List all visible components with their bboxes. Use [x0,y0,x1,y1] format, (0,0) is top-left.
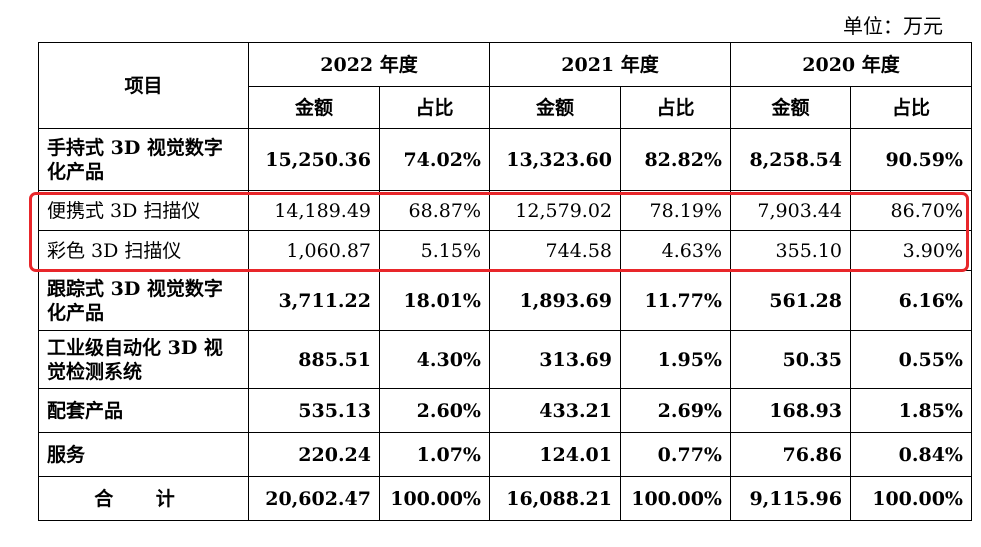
header-amount: 金额 [248,86,380,129]
cell-ratio: 5.15% [379,230,490,271]
cell-amount: 16,088.21 [489,476,621,521]
cell-amount: 3,711.22 [248,270,380,331]
cell-amount: 313.69 [489,330,621,389]
cell-amount: 20,602.47 [248,476,380,521]
cell-amount: 9,115.96 [730,476,851,521]
cell-amount: 8,258.54 [730,128,851,191]
cell-ratio: 3.90% [850,230,972,271]
cell-amount: 1,060.87 [248,230,380,271]
unit-label: 单位：万元 [843,14,943,38]
cell-ratio: 18.01% [379,270,490,331]
table-row: 手持式 3D 视觉数字化产品 15,250.36 74.02% 13,323.6… [38,128,972,191]
table-row: 便携式 3D 扫描仪 14,189.49 68.87% 12,579.02 78… [38,190,972,231]
cell-amount: 124.01 [489,432,621,477]
revenue-table: 项目 2022 年度 2021 年度 2020 年度 金额 占比 金额 占比 金… [38,42,972,521]
table-row: 彩色 3D 扫描仪 1,060.87 5.15% 744.58 4.63% 35… [38,230,972,271]
row-label: 配套产品 [38,388,249,433]
total-row: 合 计 20,602.47 100.00% 16,088.21 100.00% … [38,476,972,521]
cell-ratio: 6.16% [850,270,972,331]
cell-ratio: 86.70% [850,190,972,231]
cell-ratio: 68.87% [379,190,490,231]
cell-ratio: 11.77% [620,270,731,331]
cell-ratio: 0.55% [850,330,972,389]
cell-amount: 355.10 [730,230,851,271]
cell-amount: 50.35 [730,330,851,389]
cell-ratio: 78.19% [620,190,731,231]
row-label: 工业级自动化 3D 视觉检测系统 [38,330,249,389]
cell-amount: 13,323.60 [489,128,621,191]
header-year-2020: 2020 年度 [730,42,972,87]
cell-ratio: 0.84% [850,432,972,477]
cell-amount: 885.51 [248,330,380,389]
cell-amount: 168.93 [730,388,851,433]
cell-ratio: 100.00% [379,476,490,521]
row-label: 便携式 3D 扫描仪 [38,190,249,231]
header-year-2022: 2022 年度 [248,42,490,87]
cell-ratio: 82.82% [620,128,731,191]
cell-ratio: 2.60% [379,388,490,433]
table-row: 服务 220.24 1.07% 124.01 0.77% 76.86 0.84% [38,432,972,477]
cell-amount: 744.58 [489,230,621,271]
cell-amount: 535.13 [248,388,380,433]
cell-ratio: 100.00% [620,476,731,521]
cell-ratio: 1.85% [850,388,972,433]
cell-amount: 433.21 [489,388,621,433]
header-amount: 金额 [489,86,621,129]
cell-amount: 1,893.69 [489,270,621,331]
header-amount: 金额 [730,86,851,129]
row-label: 服务 [38,432,249,477]
cell-amount: 12,579.02 [489,190,621,231]
total-label: 合 计 [38,476,249,521]
row-label: 手持式 3D 视觉数字化产品 [38,128,249,191]
table-row: 工业级自动化 3D 视觉检测系统 885.51 4.30% 313.69 1.9… [38,330,972,389]
cell-amount: 15,250.36 [248,128,380,191]
row-label: 彩色 3D 扫描仪 [38,230,249,271]
cell-amount: 561.28 [730,270,851,331]
cell-ratio: 1.95% [620,330,731,389]
cell-amount: 14,189.49 [248,190,380,231]
header-item: 项目 [38,42,249,129]
cell-ratio: 100.00% [850,476,972,521]
header-ratio: 占比 [620,86,731,129]
header-year-2021: 2021 年度 [489,42,731,87]
row-label: 跟踪式 3D 视觉数字化产品 [38,270,249,331]
cell-amount: 7,903.44 [730,190,851,231]
cell-ratio: 74.02% [379,128,490,191]
cell-ratio: 90.59% [850,128,972,191]
cell-ratio: 1.07% [379,432,490,477]
header-ratio: 占比 [850,86,972,129]
header-row-metrics: 金额 占比 金额 占比 金额 占比 [39,86,972,129]
cell-ratio: 4.63% [620,230,731,271]
header-ratio: 占比 [379,86,490,129]
table-row: 配套产品 535.13 2.60% 433.21 2.69% 168.93 1.… [38,388,972,433]
table-row: 跟踪式 3D 视觉数字化产品 3,711.22 18.01% 1,893.69 … [38,270,972,331]
cell-ratio: 4.30% [379,330,490,389]
header-row-years: 项目 2022 年度 2021 年度 2020 年度 [38,42,972,129]
cell-ratio: 2.69% [620,388,731,433]
cell-ratio: 0.77% [620,432,731,477]
cell-amount: 76.86 [730,432,851,477]
cell-amount: 220.24 [248,432,380,477]
